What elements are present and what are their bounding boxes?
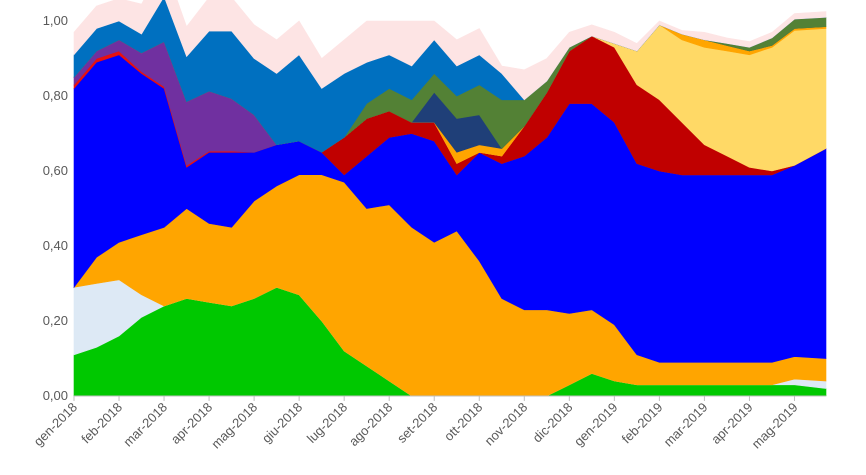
- x-tick-label: mar-2018: [120, 400, 170, 450]
- x-tick-label: mag-2018: [208, 400, 260, 452]
- x-tick-label: feb-2019: [619, 400, 666, 447]
- x-tick-label: mag-2019: [749, 400, 801, 452]
- series-area-13: [73, 0, 827, 101]
- x-tick-label: set-2018: [394, 400, 440, 446]
- y-tick-label: 0,00: [43, 388, 68, 403]
- x-tick-label: gen-2018: [31, 400, 80, 449]
- y-tick-label: 0,20: [43, 313, 68, 328]
- x-tick-label: nov-2018: [481, 400, 530, 449]
- y-tick-label: 0,40: [43, 238, 68, 253]
- y-tick-label: 0,80: [43, 88, 68, 103]
- x-tick-label: ago-2018: [346, 400, 395, 449]
- x-tick-label: feb-2018: [78, 400, 125, 447]
- y-tick-label: 0,60: [43, 163, 68, 178]
- x-tick-label: giu-2018: [259, 400, 305, 446]
- x-axis-ticks: gen-2018feb-2018mar-2018apr-2018mag-2018…: [31, 396, 801, 452]
- x-tick-label: dic-2018: [530, 400, 576, 446]
- x-tick-label: gen-2019: [571, 400, 620, 449]
- chart-areas: [73, 0, 827, 397]
- x-tick-label: mar-2019: [661, 400, 711, 450]
- x-tick-label: ott-2018: [441, 400, 485, 444]
- y-axis-ticks: 0,00 0,20 0,40 0,60 0,80 1,00: [43, 13, 68, 403]
- x-tick-label: lug-2018: [304, 400, 350, 446]
- y-tick-label: 1,00: [43, 13, 68, 28]
